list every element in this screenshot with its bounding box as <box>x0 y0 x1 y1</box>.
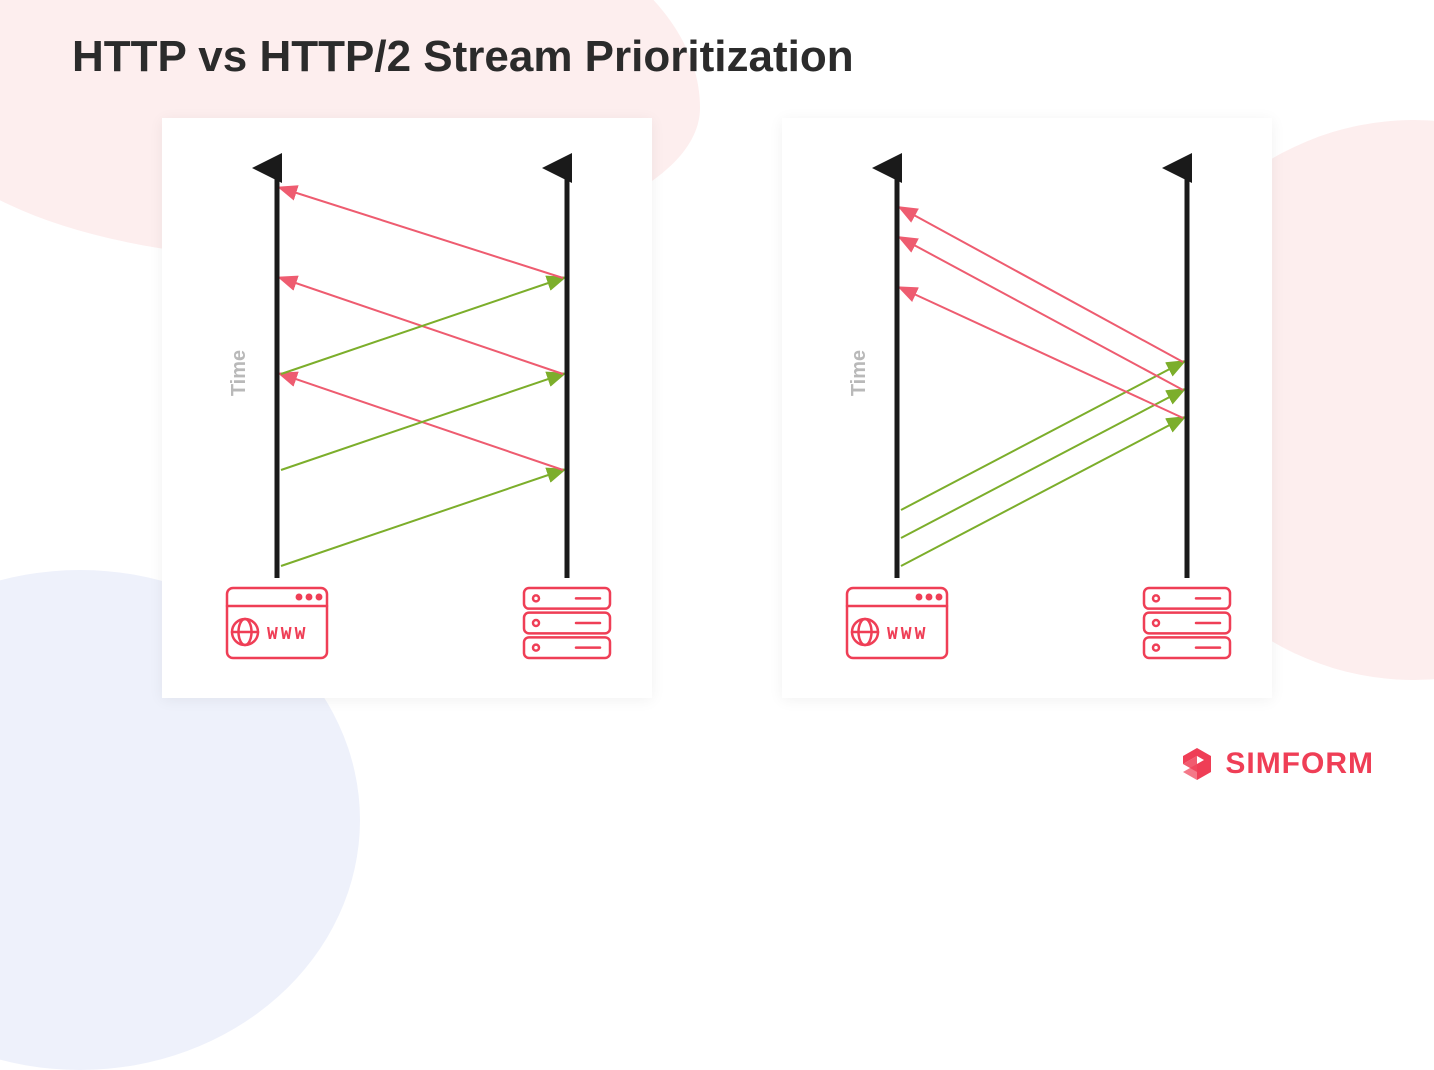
server-icon <box>524 588 610 658</box>
server-icon <box>1144 588 1230 658</box>
simform-logo: SIMFORM <box>1179 746 1374 782</box>
diagram-panels: Time WWW Time <box>0 118 1434 698</box>
response-arrow <box>901 288 1183 418</box>
simform-logo-icon <box>1179 746 1215 782</box>
request-arrow <box>901 390 1183 538</box>
response-arrow <box>901 238 1183 390</box>
request-arrow <box>901 362 1183 510</box>
svg-text:WWW: WWW <box>887 625 928 645</box>
browser-icon: WWW <box>227 588 327 658</box>
page-title: HTTP vs HTTP/2 Stream Prioritization <box>72 32 854 82</box>
time-axis-label: Time <box>228 350 250 396</box>
request-arrow <box>901 418 1183 566</box>
browser-icon: WWW <box>847 588 947 658</box>
request-arrow <box>281 470 563 566</box>
svg-text:WWW: WWW <box>267 625 308 645</box>
response-arrow <box>901 208 1183 362</box>
panel-http1: Time WWW <box>162 118 652 698</box>
simform-logo-text: SIMFORM <box>1225 747 1374 781</box>
time-axis-label: Time <box>848 350 870 396</box>
response-arrow <box>281 188 563 278</box>
panel-http2: Time WWW <box>782 118 1272 698</box>
